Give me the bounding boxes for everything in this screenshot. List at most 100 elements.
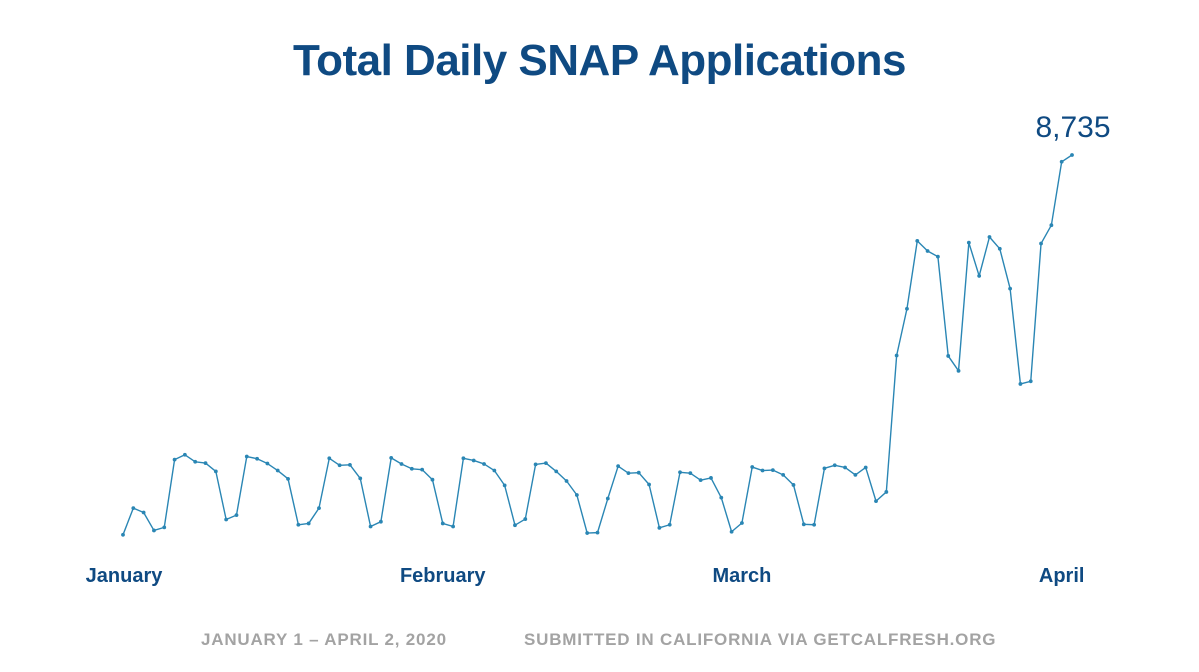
data-point <box>348 462 352 467</box>
peak-value-annotation: 8,735 <box>1035 111 1110 144</box>
data-point <box>574 493 579 497</box>
series-line <box>122 154 1073 536</box>
data-point <box>513 523 517 528</box>
data-point <box>1059 159 1064 164</box>
data-point <box>554 469 559 474</box>
data-point <box>131 506 136 511</box>
data-point <box>544 461 548 465</box>
date-range-footer: JANUARY 1 – APRIL 2, 2020 <box>201 630 447 649</box>
data-point <box>843 465 847 470</box>
data-point <box>585 531 590 535</box>
data-point <box>616 464 621 469</box>
data-point <box>791 483 796 487</box>
data-point <box>234 513 239 518</box>
data-point <box>265 461 270 466</box>
data-point <box>337 463 342 468</box>
series-layer <box>122 154 1073 536</box>
data-point <box>894 353 899 358</box>
data-point <box>626 471 631 476</box>
data-point <box>987 235 992 239</box>
data-point <box>255 456 259 461</box>
data-point <box>853 473 858 477</box>
x-tick-label: April <box>1039 565 1085 587</box>
data-point <box>647 482 651 487</box>
data-point <box>368 524 373 529</box>
data-point <box>801 522 806 527</box>
data-point <box>317 506 321 511</box>
data-point <box>905 306 909 311</box>
data-point <box>213 469 218 474</box>
data-point <box>822 466 827 471</box>
data-point <box>482 462 486 466</box>
data-point <box>1070 153 1074 157</box>
data-point <box>492 468 497 473</box>
data-point <box>409 466 414 471</box>
data-point <box>451 524 455 529</box>
data-point <box>172 457 177 462</box>
data-point <box>781 473 786 477</box>
data-point <box>884 490 889 494</box>
data-point <box>358 476 363 481</box>
data-point <box>832 463 837 468</box>
data-point <box>760 468 765 473</box>
x-tick-label: March <box>712 565 771 587</box>
data-point <box>977 274 982 278</box>
data-point <box>296 522 301 527</box>
data-point <box>605 496 610 501</box>
data-point <box>182 452 187 457</box>
data-point <box>244 454 249 459</box>
data-point <box>667 522 672 527</box>
data-point <box>1008 286 1013 291</box>
data-point <box>502 483 507 488</box>
data-point <box>152 528 156 533</box>
points-layer <box>121 153 1074 537</box>
data-point <box>719 495 724 500</box>
data-point <box>966 240 971 245</box>
data-point <box>564 479 569 483</box>
data-point <box>812 522 817 527</box>
data-point <box>729 529 734 534</box>
data-point <box>1028 379 1033 384</box>
data-point <box>1039 241 1043 246</box>
data-point <box>1049 223 1054 228</box>
data-point <box>997 246 1002 251</box>
data-point <box>121 532 125 537</box>
data-point <box>874 499 878 504</box>
data-point <box>286 476 290 481</box>
x-tick-label: February <box>400 565 486 587</box>
data-point <box>224 517 229 522</box>
data-point <box>956 368 961 373</box>
data-point <box>141 510 146 515</box>
data-point <box>709 476 713 480</box>
data-point <box>740 521 744 525</box>
data-point <box>533 462 538 467</box>
source-footer: SUBMITTED IN CALIFORNIA VIA GETCALFRESH.… <box>524 630 997 649</box>
data-point <box>399 462 404 466</box>
data-point <box>203 461 208 465</box>
data-point <box>770 468 775 472</box>
data-point <box>936 254 940 259</box>
data-point <box>440 521 445 526</box>
x-axis-ticks: January February March April <box>86 565 1085 587</box>
data-point <box>863 465 868 470</box>
data-point <box>378 519 383 524</box>
data-point <box>946 354 951 358</box>
data-point <box>750 465 755 469</box>
data-point <box>523 517 528 521</box>
data-point <box>678 470 682 475</box>
data-point <box>327 456 332 461</box>
x-tick-label: January <box>86 565 164 587</box>
data-point <box>698 478 703 483</box>
chart-title: Total Daily SNAP Applications <box>292 36 907 85</box>
data-point <box>925 249 930 253</box>
data-point <box>193 459 198 464</box>
data-point <box>430 477 435 482</box>
data-point <box>657 525 662 530</box>
data-point <box>306 521 311 526</box>
data-point <box>1018 382 1023 386</box>
data-point <box>471 458 476 463</box>
data-point <box>389 455 394 460</box>
data-point <box>461 456 466 461</box>
data-point <box>915 239 920 243</box>
